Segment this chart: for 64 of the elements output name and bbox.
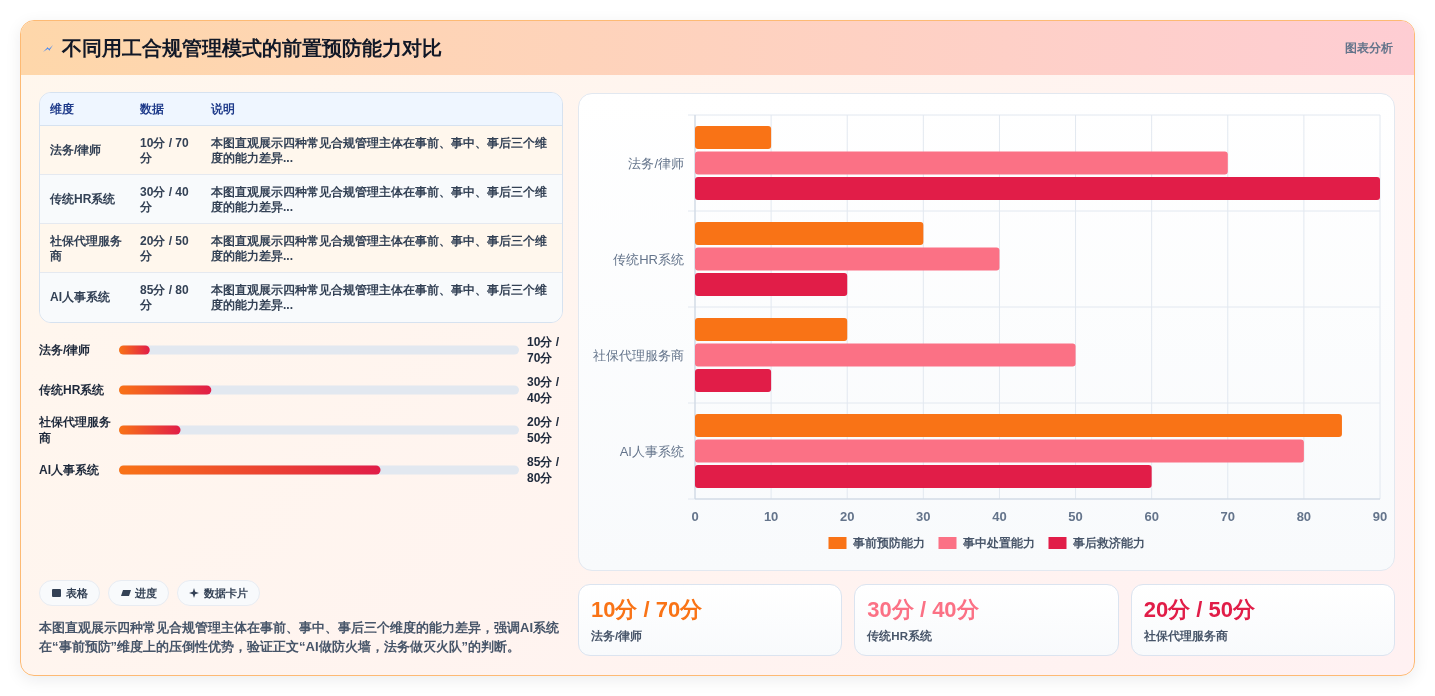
bar — [119, 425, 181, 435]
data-label: 20分 / 50分 — [527, 414, 560, 446]
text: 本图直观展示四种常见合规管理主体在事前、事中、事后三个维度的能力差异... — [211, 135, 547, 165]
bar — [695, 343, 1076, 367]
bar — [695, 439, 1304, 463]
category-label: 表格 — [66, 586, 88, 600]
data-label: 10分 / 70分 — [527, 334, 560, 366]
x-tick-label: 30 — [916, 508, 931, 524]
text: 本图直观展示四种常见合规管理主体在事前、事中、事后三个维度的能力差异... — [211, 233, 547, 263]
y-tick-label: 传统HR系统 — [39, 382, 105, 398]
text: 20分 / 50分 — [140, 233, 189, 263]
bar — [695, 273, 848, 297]
text: 不同用工合规管理模式的前置预防能力对比 — [62, 36, 442, 61]
category-label: 法务/律师 — [591, 629, 643, 643]
bar — [695, 151, 1228, 175]
y-tick-label: 社保代理服务商 — [593, 347, 684, 363]
bar — [695, 125, 772, 149]
x-tick-label: 50 — [1068, 508, 1083, 524]
x-tick-label: 70 — [1220, 508, 1236, 524]
text: 传统HR系统 — [50, 192, 116, 206]
bar — [695, 247, 1000, 271]
category-label: 传统HR系统 — [867, 629, 932, 643]
text: 本图直观展示四种常见合规管理主体在事前、事中、事后三个维度的能力差异... — [211, 282, 547, 312]
text: 85分 / 80分 — [140, 282, 189, 312]
category-label: 数据卡片 — [204, 586, 248, 600]
text: 30分 / 40分 — [140, 184, 189, 214]
x-tick-label: 40 — [992, 508, 1007, 524]
bar — [695, 317, 848, 341]
y-tick-label: 传统HR系统 — [613, 251, 684, 267]
text: 图表分析 — [1345, 40, 1393, 57]
legend-label: 事中处置能力 — [961, 536, 1035, 550]
data-label: 85分 / 80分 — [527, 454, 560, 486]
text: 20分 / 50分 — [1143, 597, 1255, 622]
bar — [695, 413, 1342, 437]
bar — [695, 465, 1152, 489]
y-tick-label: AI人事系统 — [619, 443, 684, 459]
bar — [119, 385, 212, 395]
x-tick-label: 90 — [1372, 508, 1388, 524]
legend-label: 事前预防能力 — [851, 536, 925, 550]
text: 30分 / 40分 — [867, 597, 979, 622]
text: 10分 / 70分 — [591, 597, 703, 622]
x-tick-label: 0 — [691, 508, 699, 524]
y-tick-label: 社保代理服务商 — [39, 414, 112, 446]
y-tick-label: AI人事系统 — [39, 462, 99, 478]
text: 本图直观展示四种常见合规管理主体在事前、事中、事后三个维度的能力差异... — [211, 184, 547, 214]
bar — [695, 177, 1380, 201]
x-tick-label: 80 — [1296, 508, 1312, 524]
x-tick-label: 60 — [1144, 508, 1159, 524]
bar — [695, 221, 924, 245]
x-tick-label: 10 — [763, 508, 779, 524]
category-label: 进度 — [135, 586, 157, 600]
y-tick-label: 法务/律师 — [39, 342, 91, 358]
y-tick-label: 法务/律师 — [628, 155, 684, 171]
bar — [119, 345, 150, 355]
category-label: 维度 — [50, 101, 75, 117]
category-label: 说明 — [211, 102, 236, 117]
bar — [695, 369, 772, 393]
category-label: 数据 — [140, 102, 165, 117]
data-label: 30分 / 40分 — [527, 374, 560, 406]
category-label: 社保代理服务商 — [1143, 629, 1228, 643]
text: 10分 / 70分 — [140, 135, 189, 165]
legend-label: 事后救济能力 — [1071, 536, 1145, 550]
text: 本图直观展示四种常见合规管理主体在事前、事中、事后三个维度的能力差异，强调AI系统在“事前预防”维度上的压倒性优势，验证正文“AI做防火墙，法务做灭火队”的判断。 — [39, 619, 560, 656]
x-tick-label: 20 — [839, 508, 855, 524]
